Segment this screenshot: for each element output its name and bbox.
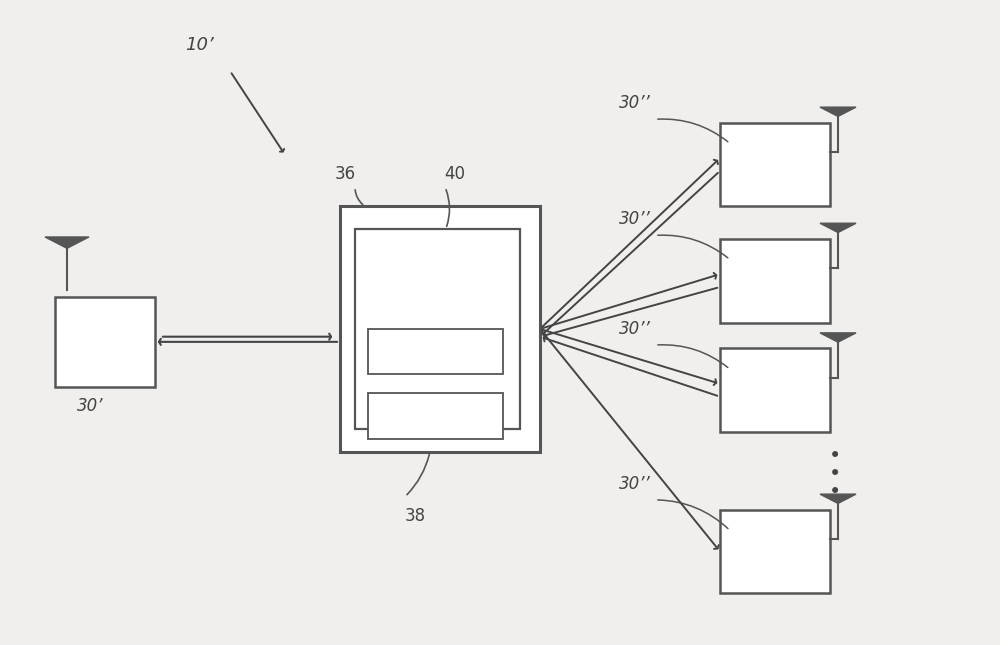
Text: 30’’: 30’’: [619, 320, 651, 338]
Text: 10’: 10’: [186, 36, 214, 54]
Bar: [720, 239, 830, 322]
Bar: [55, 297, 155, 387]
Bar: [368, 329, 503, 374]
Polygon shape: [820, 333, 856, 342]
Polygon shape: [820, 223, 856, 232]
Text: 30’’: 30’’: [619, 94, 651, 112]
Text: 40: 40: [444, 165, 466, 183]
Bar: [355, 229, 520, 429]
Polygon shape: [45, 237, 89, 248]
Polygon shape: [820, 494, 856, 503]
Bar: [720, 123, 830, 206]
Text: 36: 36: [334, 165, 356, 183]
Polygon shape: [820, 107, 856, 116]
Bar: [720, 510, 830, 593]
Bar: [720, 348, 830, 432]
Bar: [340, 206, 540, 452]
Bar: [368, 393, 503, 439]
Text: 30’’: 30’’: [619, 475, 651, 493]
Text: 38: 38: [404, 507, 426, 525]
Text: •
•
•: • • •: [829, 446, 841, 502]
Text: 30’: 30’: [77, 397, 103, 415]
Text: 30’’: 30’’: [619, 210, 651, 228]
